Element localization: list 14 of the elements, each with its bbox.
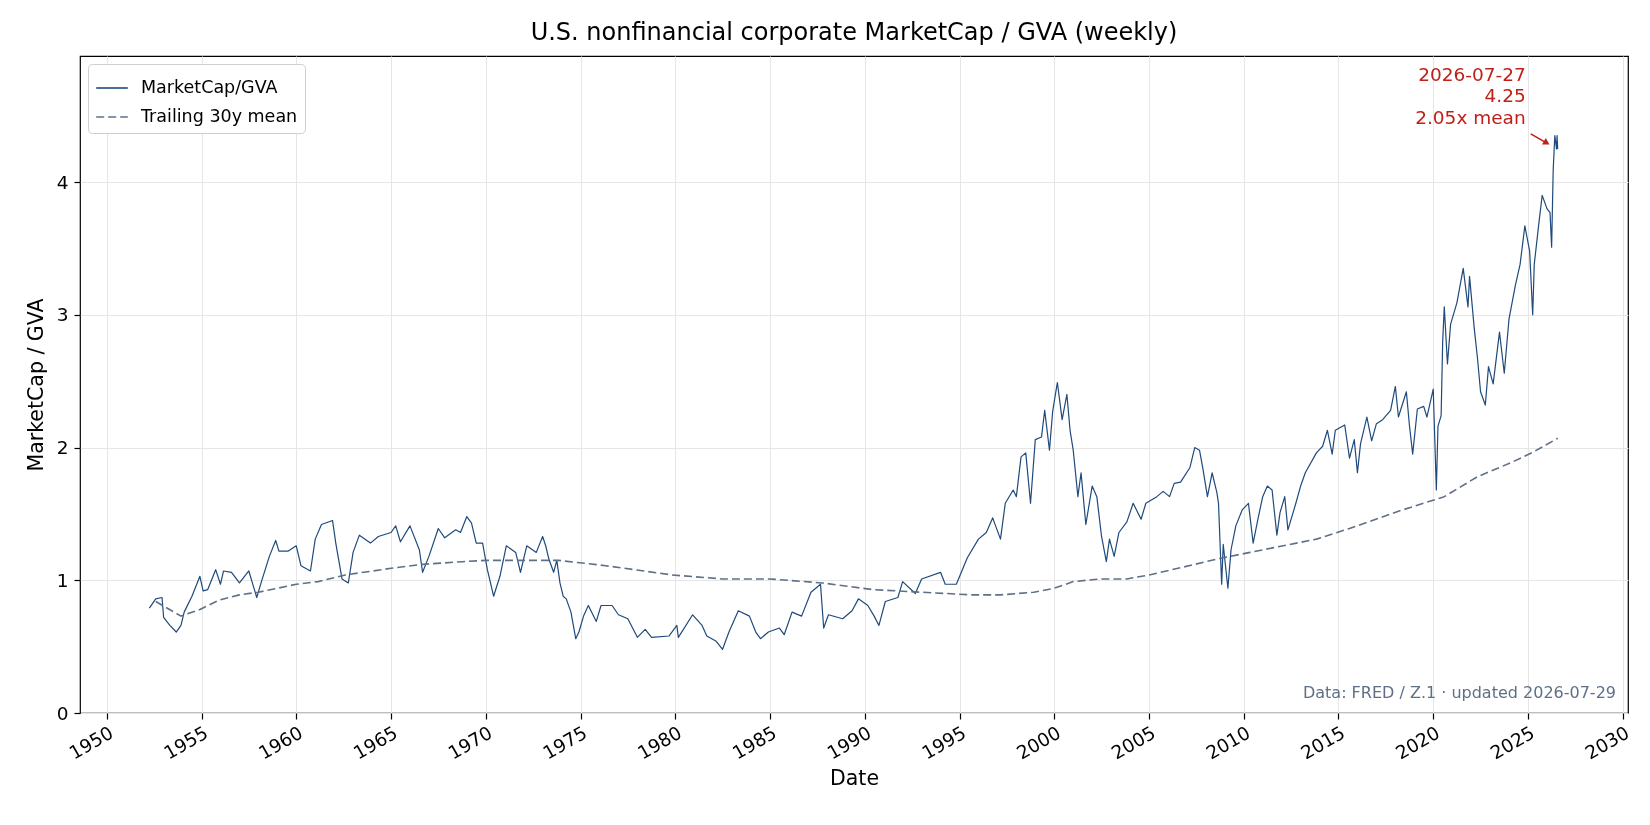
y-tick-label: 3: [56, 304, 69, 326]
annotation: 2026-07-27 4.25 2.05x mean: [1415, 63, 1526, 128]
y-tick-label: 2: [56, 437, 69, 459]
y-axis-title: MarketCap / GVA: [23, 298, 48, 472]
annotation: Data: FRED / Z.1 · updated 2026-07-29: [1302, 683, 1616, 702]
legend-label: MarketCap/GVA: [141, 77, 278, 97]
line-series: [148, 135, 1559, 650]
legend-label: Trailing 30y mean: [140, 106, 298, 126]
chart-title: U.S. nonfinancial corporate MarketCap / GVA (weekly): [530, 18, 1178, 46]
y-tick-label: 4: [56, 171, 69, 193]
y-tick-label: 0: [56, 702, 69, 724]
x-axis-title: Date: [830, 766, 879, 791]
y-tick-label: 1: [56, 569, 69, 591]
line-series: [154, 437, 1559, 617]
